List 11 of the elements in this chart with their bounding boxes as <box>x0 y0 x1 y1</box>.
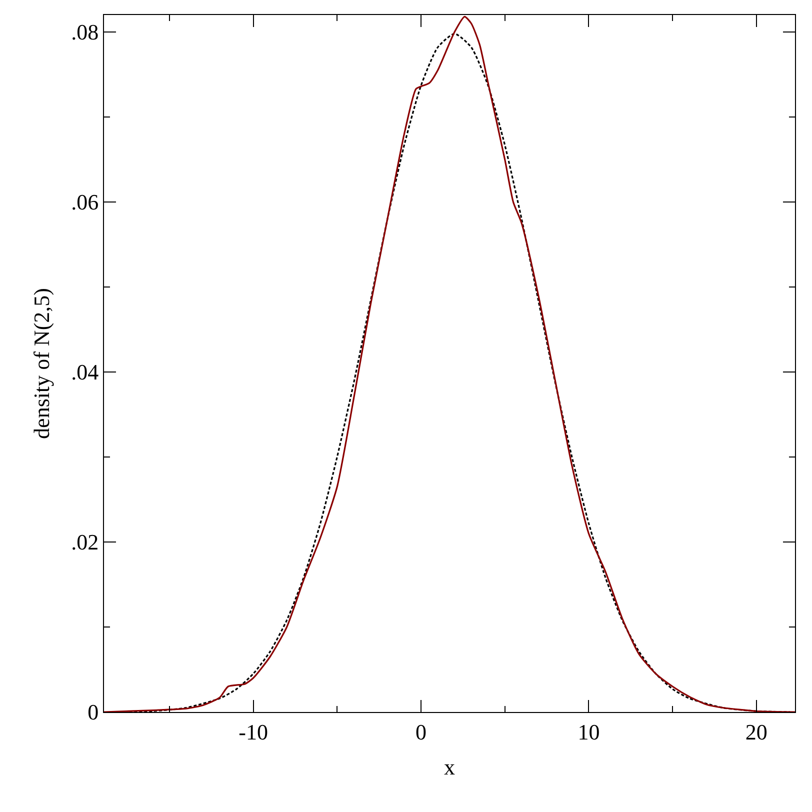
x-axis-title: x <box>444 754 455 780</box>
x-tick-label: 10 <box>578 719 600 744</box>
y-tick-label: .06 <box>71 190 99 215</box>
y-tick-label: .02 <box>71 530 99 555</box>
x-tick-label: -10 <box>238 719 268 744</box>
x-tick-label: 0 <box>415 719 426 744</box>
y-axis-title: density of N(2,5) <box>28 288 54 439</box>
y-tick-label: .08 <box>71 20 99 45</box>
x-tick-label: 20 <box>745 719 768 744</box>
y-tick-label: .04 <box>71 360 99 385</box>
y-tick-label: 0 <box>88 700 99 725</box>
